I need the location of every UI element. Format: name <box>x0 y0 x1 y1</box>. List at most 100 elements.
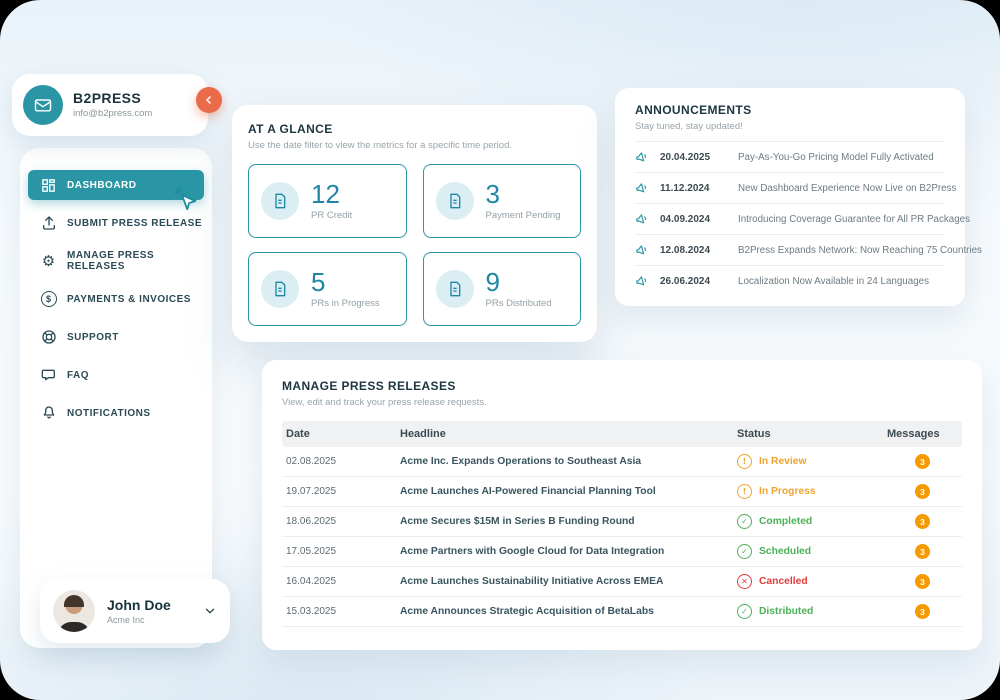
sidebar-item-label: DASHBOARD <box>67 179 137 191</box>
profile-company: Acme Inc <box>107 614 145 625</box>
row-status: In Review <box>737 454 887 469</box>
messages-badge[interactable]: 3 <box>915 454 930 469</box>
sidebar-item-payments-invoices[interactable]: $ PAYMENTS & INVOICES <box>20 284 212 314</box>
upload-icon <box>40 215 57 232</box>
announcement-text: B2Press Expands Network: Now Reaching 75… <box>738 244 982 256</box>
messages-badge[interactable]: 3 <box>915 604 930 619</box>
metric-pr-credit[interactable]: 12 PR Credit <box>248 164 407 238</box>
metric-value: 3 <box>485 179 500 209</box>
lifebuoy-icon <box>40 329 57 346</box>
sidebar-item-label: MANAGE PRESS RELEASES <box>67 250 155 272</box>
megaphone-icon <box>635 243 651 257</box>
messages-badge[interactable]: 3 <box>915 514 930 529</box>
sidebar-item-label: SUPPORT <box>67 331 119 343</box>
avatar <box>53 590 95 632</box>
document-icon <box>435 270 474 308</box>
metric-value: 12 <box>311 179 340 209</box>
table-row[interactable]: 02.08.2025 Acme Inc. Expands Operations … <box>282 447 962 477</box>
messages-badge[interactable]: 3 <box>915 574 930 589</box>
dollar-icon: $ <box>40 291 57 308</box>
sidebar-item-dashboard[interactable]: DASHBOARD <box>28 170 204 200</box>
press-releases-table: Date Headline Status Messages 02.08.2025… <box>282 421 962 627</box>
megaphone-icon <box>635 274 651 288</box>
announcement-row[interactable]: 04.09.2024 Introducing Coverage Guarante… <box>635 203 970 234</box>
sidebar-item-submit-press-release[interactable]: SUBMIT PRESS RELEASE <box>20 208 212 238</box>
messages-badge[interactable]: 3 <box>915 484 930 499</box>
metric-value: 9 <box>485 267 500 297</box>
table-row[interactable]: 19.07.2025 Acme Launches AI-Powered Fina… <box>282 477 962 507</box>
metric-prs-distributed[interactable]: 9 PRs Distributed <box>422 252 581 326</box>
status-check-icon <box>737 544 752 559</box>
row-headline: Acme Partners with Google Cloud for Data… <box>400 546 665 557</box>
announcement-date: 12.08.2024 <box>660 244 711 256</box>
table-row[interactable]: 16.04.2025 Acme Launches Sustainability … <box>282 567 962 597</box>
announcement-text: New Dashboard Experience Now Live on B2P… <box>738 182 957 194</box>
chevron-down-icon[interactable] <box>203 604 217 618</box>
announcement-row[interactable]: 20.04.2025 Pay-As-You-Go Pricing Model F… <box>635 141 945 172</box>
messages-badge[interactable]: 3 <box>915 544 930 559</box>
row-status: Scheduled <box>737 544 887 559</box>
row-status: In Progress <box>737 484 887 499</box>
announcement-row[interactable]: 26.06.2024 Localization Now Available in… <box>635 265 945 296</box>
table-header: Date Headline Status Messages <box>282 421 962 447</box>
click-cursor-icon <box>170 183 202 215</box>
brand-name: B2PRESS <box>73 90 142 107</box>
status-check-icon <box>737 604 752 619</box>
glance-title: AT A GLANCE <box>248 122 333 136</box>
announcement-text: Pay-As-You-Go Pricing Model Fully Activa… <box>738 151 934 163</box>
document-icon <box>261 182 299 220</box>
status-warning-icon <box>737 454 752 469</box>
announcement-row[interactable]: 12.08.2024 B2Press Expands Network: Now … <box>635 234 982 265</box>
table-row[interactable]: 15.03.2025 Acme Announces Strategic Acqu… <box>282 597 962 627</box>
table-row[interactable]: 17.05.2025 Acme Partners with Google Clo… <box>282 537 962 567</box>
document-icon <box>435 182 474 220</box>
press-releases-subtitle: View, edit and track your press release … <box>282 397 487 408</box>
row-date: 17.05.2025 <box>286 546 337 557</box>
table-row[interactable]: 18.06.2025 Acme Secures $15M in Series B… <box>282 507 962 537</box>
row-date: 16.04.2025 <box>286 576 337 587</box>
manage-press-releases-card: MANAGE PRESS RELEASES View, edit and tra… <box>262 360 982 650</box>
metric-label: PR Credit <box>311 210 353 221</box>
metric-payment-pending[interactable]: 3 Payment Pending <box>422 164 581 238</box>
chat-icon <box>40 367 57 384</box>
row-date: 02.08.2025 <box>286 456 337 467</box>
profile-card[interactable]: John Doe Acme Inc <box>40 579 230 643</box>
announcements-title: ANNOUNCEMENTS <box>635 103 752 117</box>
row-headline: Acme Announces Strategic Acquisition of … <box>400 606 654 617</box>
announcement-date: 11.12.2024 <box>660 182 710 194</box>
sidebar-item-label: SUBMIT PRESS RELEASE <box>67 217 203 229</box>
announcement-row[interactable]: 11.12.2024 New Dashboard Experience Now … <box>635 172 956 203</box>
row-headline: Acme Inc. Expands Operations to Southeas… <box>400 456 642 467</box>
announcement-date: 04.09.2024 <box>660 213 711 225</box>
row-date: 19.07.2025 <box>286 486 337 497</box>
press-releases-title: MANAGE PRESS RELEASES <box>282 379 456 393</box>
announcement-text: Introducing Coverage Guarantee for All P… <box>738 213 970 225</box>
announcement-date: 20.04.2025 <box>660 151 711 163</box>
metric-label: PRs Distributed <box>485 298 552 309</box>
sidebar-item-support[interactable]: SUPPORT <box>20 322 212 352</box>
sidebar-item-manage-press-releases[interactable]: ⚙ MANAGE PRESS RELEASES <box>20 246 212 276</box>
megaphone-icon <box>635 181 651 195</box>
row-headline: Acme Launches Sustainability Initiative … <box>400 576 664 587</box>
sidebar-item-notifications[interactable]: NOTIFICATIONS <box>20 398 212 428</box>
envelope-icon <box>33 95 53 115</box>
sidebar-item-faq[interactable]: FAQ <box>20 360 212 390</box>
row-date: 18.06.2025 <box>286 516 337 527</box>
column-header-messages: Messages <box>887 428 940 440</box>
row-headline: Acme Launches AI-Powered Financial Plann… <box>400 486 656 497</box>
brand-logo <box>23 85 63 125</box>
glance-subtitle: Use the date filter to view the metrics … <box>248 140 512 151</box>
megaphone-icon <box>635 212 651 226</box>
gear-icon: ⚙ <box>41 251 56 270</box>
announcement-text: Localization Now Available in 24 Languag… <box>738 275 929 287</box>
at-a-glance-card: AT A GLANCE Use the date filter to view … <box>232 105 597 342</box>
status-cancel-icon <box>737 574 752 589</box>
row-headline: Acme Secures $15M in Series B Funding Ro… <box>400 516 635 527</box>
sidebar-collapse-button[interactable] <box>196 87 222 113</box>
status-check-icon <box>737 514 752 529</box>
brand-card: B2PRESS info@b2press.com <box>12 74 208 136</box>
metric-label: PRs in Progress <box>311 298 380 309</box>
profile-name: John Doe <box>107 596 171 613</box>
metric-prs-in-progress[interactable]: 5 PRs in Progress <box>248 252 407 326</box>
